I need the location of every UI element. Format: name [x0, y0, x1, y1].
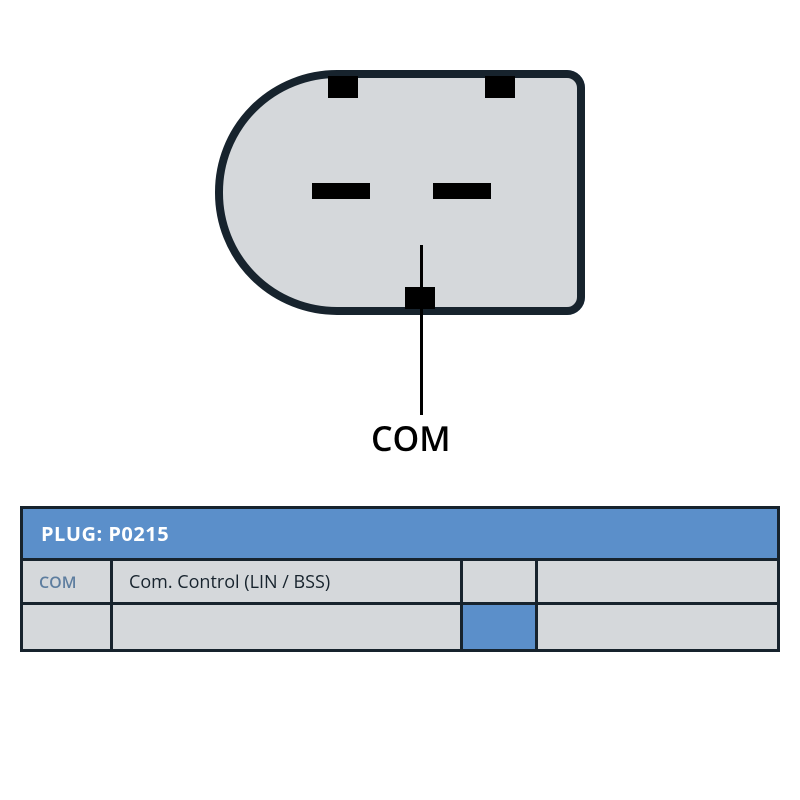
table-cell [463, 561, 538, 602]
table-cell [113, 605, 463, 649]
callout-label: COM [371, 415, 451, 461]
table-cell [463, 605, 538, 649]
table-header-row: PLUG: P0215 [23, 509, 777, 561]
pinout-table: PLUG: P0215 COMCom. Control (LIN / BSS) [20, 506, 780, 652]
figure-canvas: COM PLUG: P0215 COMCom. Control (LIN / B… [0, 0, 800, 800]
callout-leader [420, 245, 423, 415]
table-cell [538, 561, 777, 602]
table-row: COMCom. Control (LIN / BSS) [23, 561, 777, 605]
connector-body [215, 70, 585, 315]
connector-diagram [215, 70, 585, 315]
connector-key-tab [485, 76, 515, 98]
table-cell [538, 605, 777, 649]
table-row [23, 605, 777, 649]
connector-pin [312, 183, 370, 199]
connector-pin [433, 183, 491, 199]
table-cell: Com. Control (LIN / BSS) [113, 561, 463, 602]
connector-key-tab [328, 76, 358, 98]
table-cell: COM [23, 561, 113, 602]
table-header: PLUG: P0215 [23, 509, 777, 558]
table-cell [23, 605, 113, 649]
